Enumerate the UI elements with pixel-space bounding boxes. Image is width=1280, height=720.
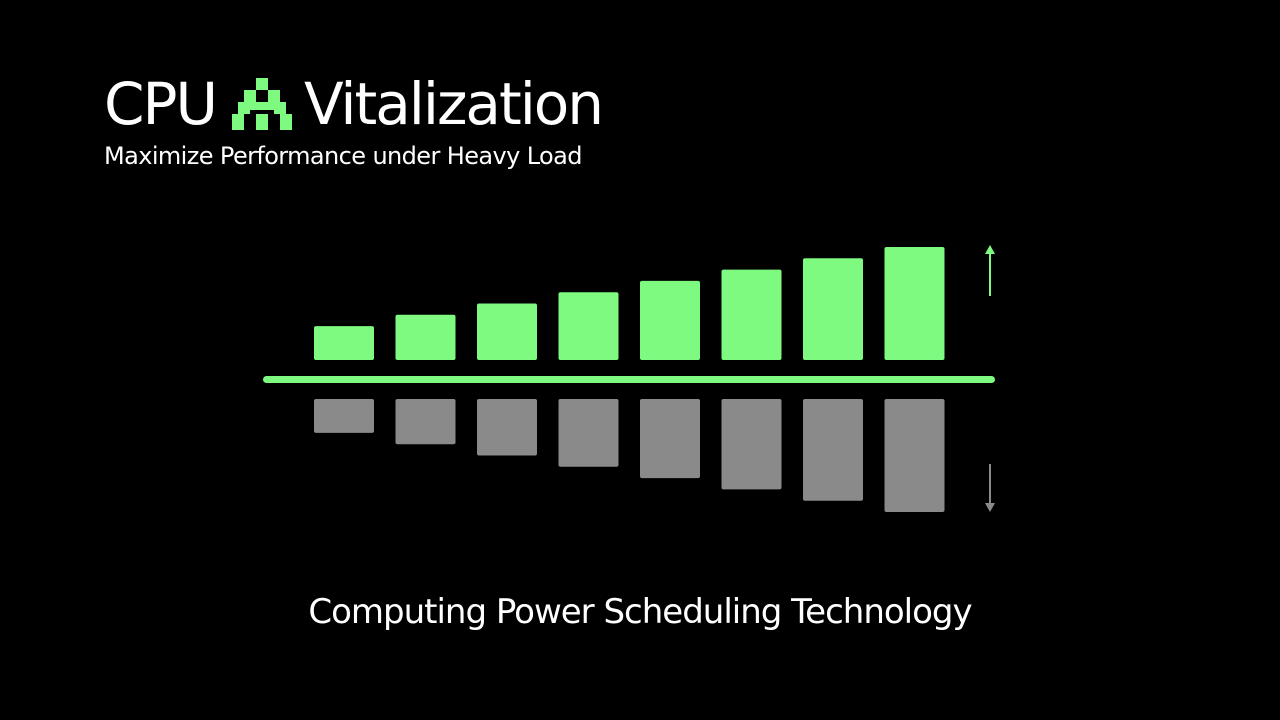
bar-up-6 [721,269,782,360]
bar-down-8 [884,399,945,512]
title-row: CPU Vitalization [104,68,604,140]
header: CPU Vitalization Maximize Performance un… [104,68,604,170]
bars-down-series [314,399,945,512]
chart-baseline [263,376,995,383]
up-arrow-icon [985,245,995,296]
stepped-pyramid-icon [231,78,292,130]
bar-up-1 [314,326,374,360]
bar-down-3 [477,399,537,456]
bar-down-2 [395,399,456,445]
bar-up-4 [558,292,619,360]
bar-up-5 [640,280,700,360]
down-arrow-icon [985,464,995,512]
footer-caption: Computing Power Scheduling Technology [308,592,972,632]
bar-up-7 [803,258,863,360]
title-vitalization: Vitalization [303,70,604,138]
title-cpu: CPU [104,70,218,138]
bar-down-6 [721,399,782,490]
bars-up-series [314,247,945,360]
bar-down-7 [803,399,863,501]
bar-down-4 [558,399,619,467]
bar-up-8 [884,247,945,360]
bar-up-3 [477,303,537,360]
bar-down-1 [314,399,374,433]
bar-down-5 [640,399,700,479]
subtitle: Maximize Performance under Heavy Load [104,142,582,170]
bar-up-2 [395,314,456,360]
